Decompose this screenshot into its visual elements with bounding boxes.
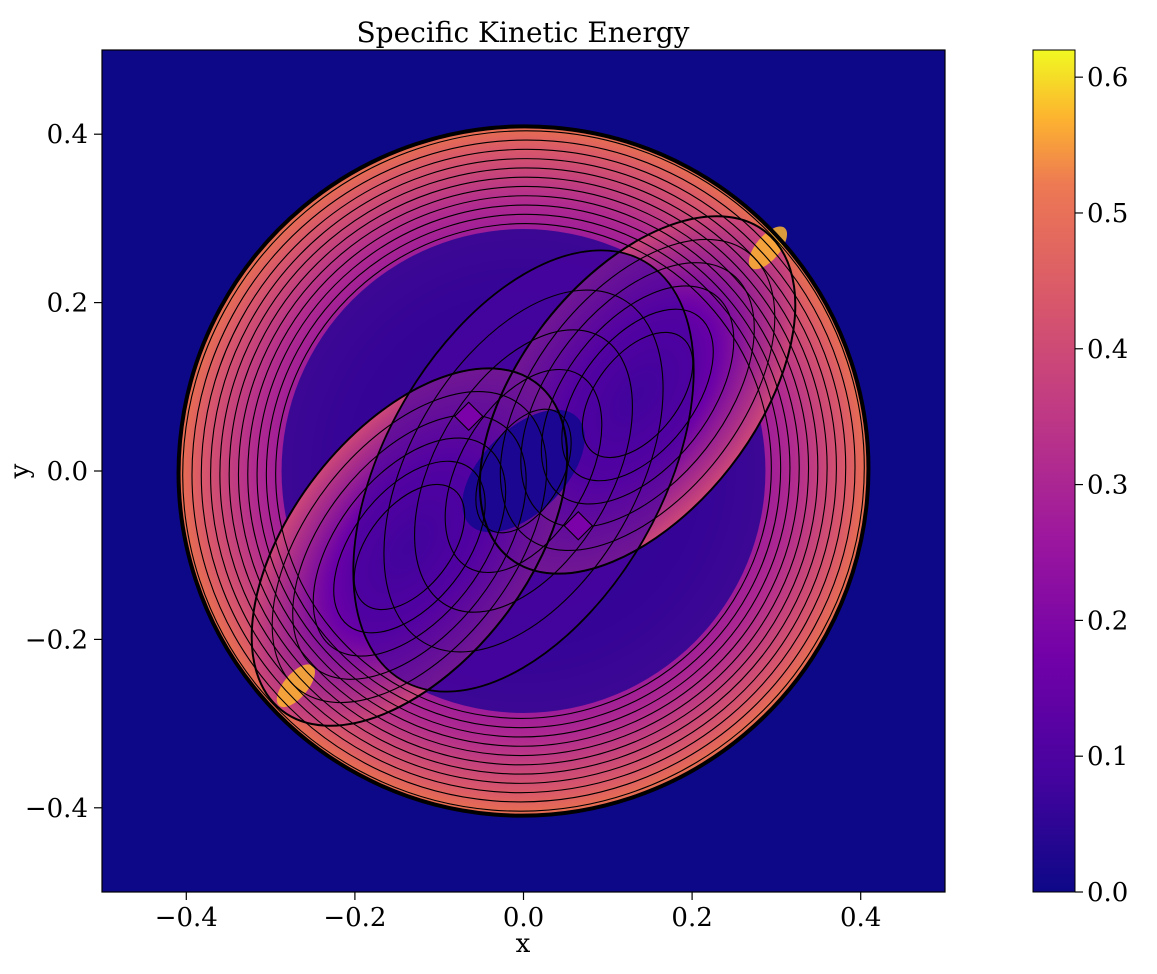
y-tick-label: −0.4 <box>25 794 88 824</box>
x-tick-label: −0.2 <box>323 903 386 933</box>
lens-contour <box>444 368 603 574</box>
lens-contour <box>383 289 664 653</box>
colorbar-tick-label: 0.0 <box>1087 878 1128 908</box>
lens-contour <box>475 408 572 534</box>
contour-ring <box>210 158 837 784</box>
contour-ring <box>228 176 819 766</box>
hot-spot <box>276 664 315 708</box>
contour-lines <box>176 124 871 818</box>
contour-ring <box>200 148 847 794</box>
lobe-contour <box>520 262 755 528</box>
colorbar-gradient <box>1032 49 1076 893</box>
contour-ring <box>219 167 828 775</box>
colorbar-tick-label: 0.3 <box>1087 471 1128 501</box>
y-tick-label: −0.2 <box>25 625 88 655</box>
diamond-contour <box>453 401 484 432</box>
lobe-contour <box>292 414 527 680</box>
contour-ring <box>256 204 791 738</box>
lobe-contour <box>478 215 797 575</box>
x-axis-label: x <box>516 929 531 959</box>
contour-ring <box>237 185 810 757</box>
contour-ring <box>275 223 772 719</box>
x-tick-label: 0.2 <box>671 903 712 933</box>
colorbar-tick-label: 0.5 <box>1087 199 1128 229</box>
y-axis: −0.4 −0.2 0.0 0.2 0.4 <box>25 120 102 824</box>
y-tick-label: 0.2 <box>47 289 88 319</box>
contour-ring <box>247 195 800 747</box>
colorbar-tick-label: 0.1 <box>1087 742 1128 772</box>
colorbar-tick-label: 0.6 <box>1087 63 1128 93</box>
plot-area <box>101 49 946 893</box>
y-tick-label: 0.4 <box>47 120 88 150</box>
colorbar-ticks: 0.0 0.1 0.2 0.3 0.4 0.5 0.6 <box>1075 63 1128 908</box>
x-tick-label: 0.4 <box>840 903 881 933</box>
core-minimum <box>462 409 585 533</box>
lobe-contour <box>353 483 466 611</box>
chart-title: Specific Kinetic Energy <box>356 16 689 49</box>
lens-contour <box>352 249 695 693</box>
y-tick-label: 0.0 <box>47 457 88 487</box>
lens-contour <box>414 329 633 613</box>
colorbar: 0.0 0.1 0.2 0.3 0.4 0.5 0.6 <box>1032 49 1128 908</box>
contour-ring <box>265 213 782 729</box>
outer-shock-front <box>176 124 871 818</box>
colorbar-tick-label: 0.2 <box>1087 606 1128 636</box>
lobe-contour <box>333 460 486 634</box>
heatmap-field <box>178 126 869 816</box>
lobe-contour <box>581 331 694 459</box>
lobe-contour <box>312 437 507 657</box>
contour-ring <box>182 130 865 812</box>
x-tick-label: −0.4 <box>155 903 218 933</box>
lobe-contour <box>250 367 569 727</box>
x-axis: −0.4 −0.2 0.0 0.2 0.4 <box>155 892 881 933</box>
contour-ring <box>191 139 856 803</box>
lobe-contour <box>540 285 735 505</box>
colorbar-tick-label: 0.4 <box>1087 335 1128 365</box>
y-axis-label: y <box>5 463 35 479</box>
x-tick-label: 0.0 <box>503 903 544 933</box>
diamond-contour <box>563 510 594 541</box>
lobe-contour <box>561 308 714 482</box>
